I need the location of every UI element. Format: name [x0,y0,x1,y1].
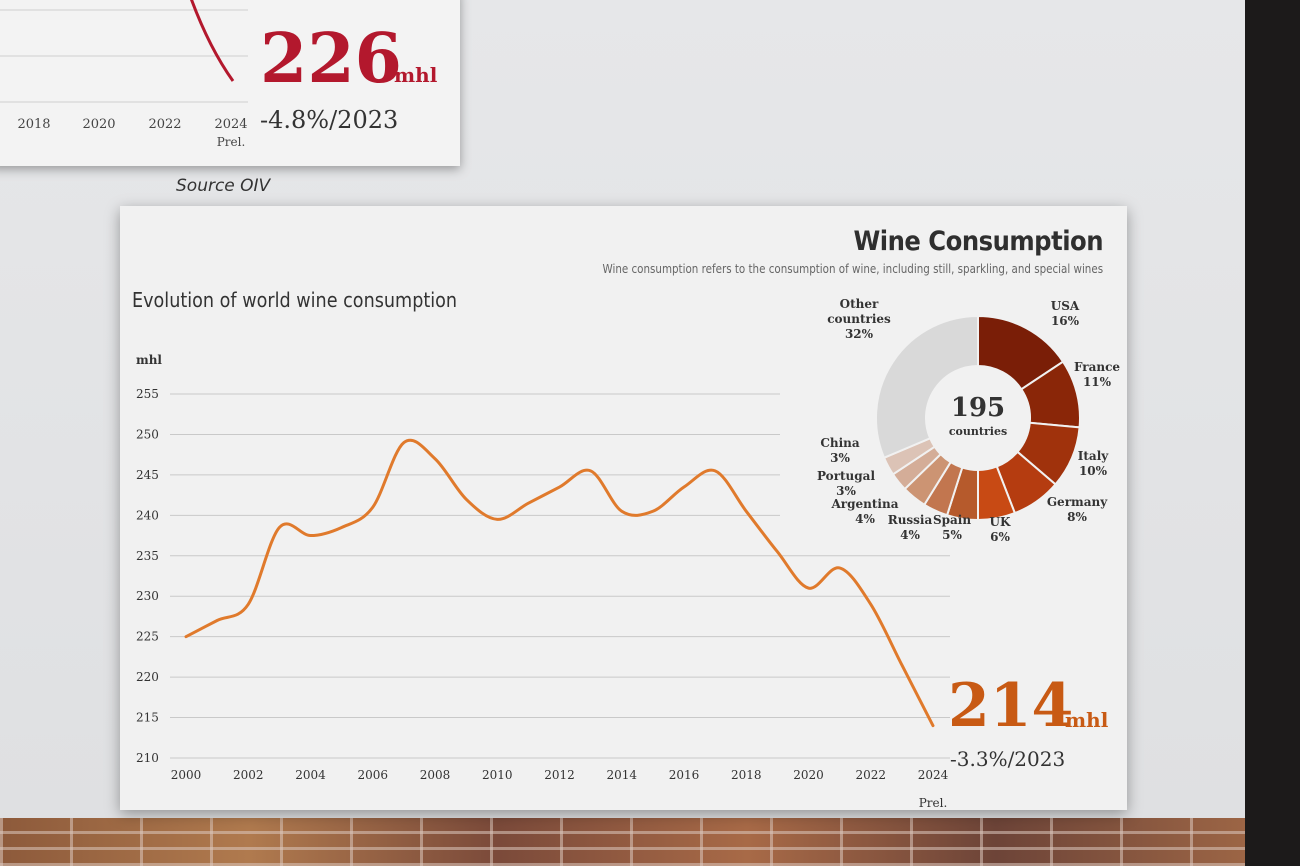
line-chart-svg: mhl 210 215 220 225 230 235 240 245 250 255 2000 2… [136,353,1109,810]
donut-label-portugal: Portugal 3% [817,469,875,498]
donut-label-argentina: Argentina 4% [831,497,899,526]
y-axis-label: mhl [136,353,162,367]
x-tick-label: 2016 [669,768,700,782]
x-tick-label: 2022 [855,768,886,782]
chart-title: Evolution of world wine consumption [132,288,458,312]
donut-center-value: 195 [951,393,1005,423]
prel-label: Prel. [919,796,948,810]
prev-x-tick: 2020 [82,117,115,132]
donut-center-label: countries [949,425,1007,438]
donut-label-usa: USA 16% [1051,299,1080,328]
y-tick-label: 240 [136,508,159,522]
donut-label-italy: Italy 10% [1078,449,1109,478]
y-tick-label: 250 [136,427,159,441]
x-tick-label: 2018 [731,768,762,782]
prev-x-tick: 2022 [148,117,181,132]
previous-chart-svg: 2018 2020 2022 2024 Prel. 226 mhl -4.8%/… [0,0,438,149]
x-tick-label: 2006 [357,768,388,782]
floor-pattern [0,818,1245,866]
source-label: Source OIV [176,176,271,196]
card-subtitle: Wine consumption refers to the consumpti… [602,262,1103,276]
series-line-world-consumption [184,438,935,728]
donut-label-china: China 3% [820,436,860,465]
x-tick-label: 2004 [295,768,326,782]
y-tick-label: 255 [136,387,159,401]
x-tick-label: 2012 [544,768,575,782]
y-tick-label: 245 [136,468,159,482]
y-tick-label: 220 [136,670,159,684]
prev-big-value: 226 [260,19,402,99]
donut-label-uk: UK 6% [990,515,1011,544]
wine-consumption-card: Wine Consumption Wine consumption refers… [120,206,1127,810]
x-tick-label: 2014 [606,768,637,782]
x-tick-label: 2000 [171,768,202,782]
x-tick-label: 2002 [233,768,264,782]
prev-x-tick: 2018 [17,117,50,132]
x-tick-label: 2020 [793,768,824,782]
donut-label-spain: Spain 5% [933,513,971,542]
donut-label-france: France 11% [1074,360,1120,389]
y-tick-label: 235 [136,549,159,563]
donut-label-russia: Russia 4% [888,513,933,542]
prev-x-tick: 2024 [214,117,247,132]
donut-label-germany: Germany 8% [1047,495,1108,524]
big-value: 214 [948,671,1073,741]
y-tick-label: 230 [136,589,159,603]
donut-chart-svg: 195 countries USA 16% France 11% Italy 10% Ger… [817,297,1120,544]
donut-label-other-countries: Other countries 32% [827,297,891,341]
previous-series-line [190,0,235,82]
x-tick-label: 2024 [918,768,949,782]
x-tick-label: 2010 [482,768,513,782]
prev-unit: mhl [394,63,438,87]
y-tick-label: 215 [136,711,159,725]
big-value-unit: mhl [1065,708,1109,732]
y-tick-label: 225 [136,630,159,644]
y-tick-label: 210 [136,751,159,765]
donut-slice-other-countries [875,314,979,460]
screen-bezel [1245,0,1300,866]
x-tick-label: 2008 [420,768,451,782]
change-value: -3.3%/2023 [950,747,1065,771]
card-title: Wine Consumption [853,226,1103,257]
previous-chart-card: 2018 2020 2022 2024 Prel. 226 mhl -4.8%/… [0,0,460,166]
prev-change: -4.8%/2023 [260,106,398,134]
prev-prel-label: Prel. [217,135,246,149]
